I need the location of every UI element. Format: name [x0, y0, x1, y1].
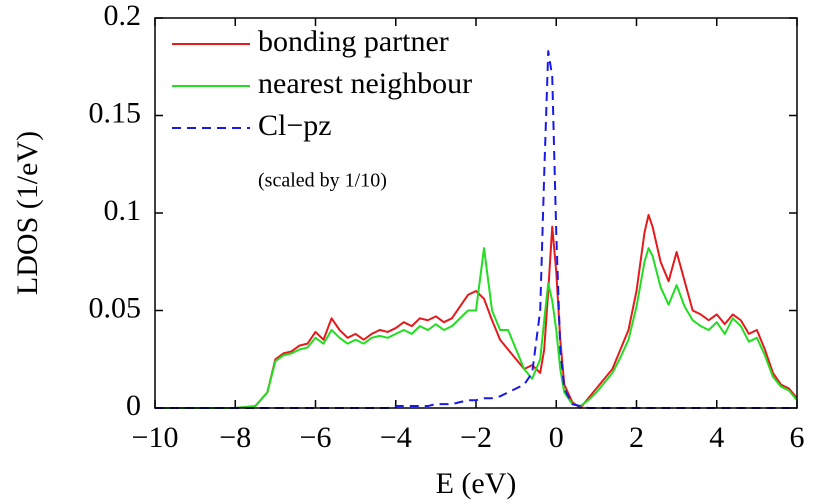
y-tick-label: 0.2 [104, 0, 142, 32]
series-line [155, 247, 798, 409]
y-tick-label: 0.05 [89, 291, 142, 324]
legend-label: nearest neighbour [258, 67, 472, 100]
legend-label: Cl−pz [258, 109, 332, 142]
y-tick-label: 0.15 [89, 96, 142, 129]
y-tick-label: 0 [126, 389, 141, 422]
x-tick-label: 4 [709, 421, 724, 454]
plot-frame [154, 17, 798, 409]
y-axis-label: LDOS (1/eV) [11, 131, 44, 295]
series-line [155, 50, 797, 409]
x-tick-label: −4 [380, 421, 412, 454]
legend-label: bonding partner [258, 25, 449, 58]
x-tick-label: −10 [132, 421, 179, 454]
x-tick-label: 6 [790, 421, 805, 454]
y-tick-label: 0.1 [104, 194, 142, 227]
x-axis-label: E (eV) [436, 467, 517, 500]
x-tick-label: −2 [460, 421, 492, 454]
x-tick-label: 2 [629, 421, 644, 454]
x-tick-label: 0 [549, 421, 564, 454]
x-tick-label: −6 [300, 421, 332, 454]
x-tick-label: −8 [219, 421, 251, 454]
annotation: (scaled by 1/10) [258, 170, 387, 192]
